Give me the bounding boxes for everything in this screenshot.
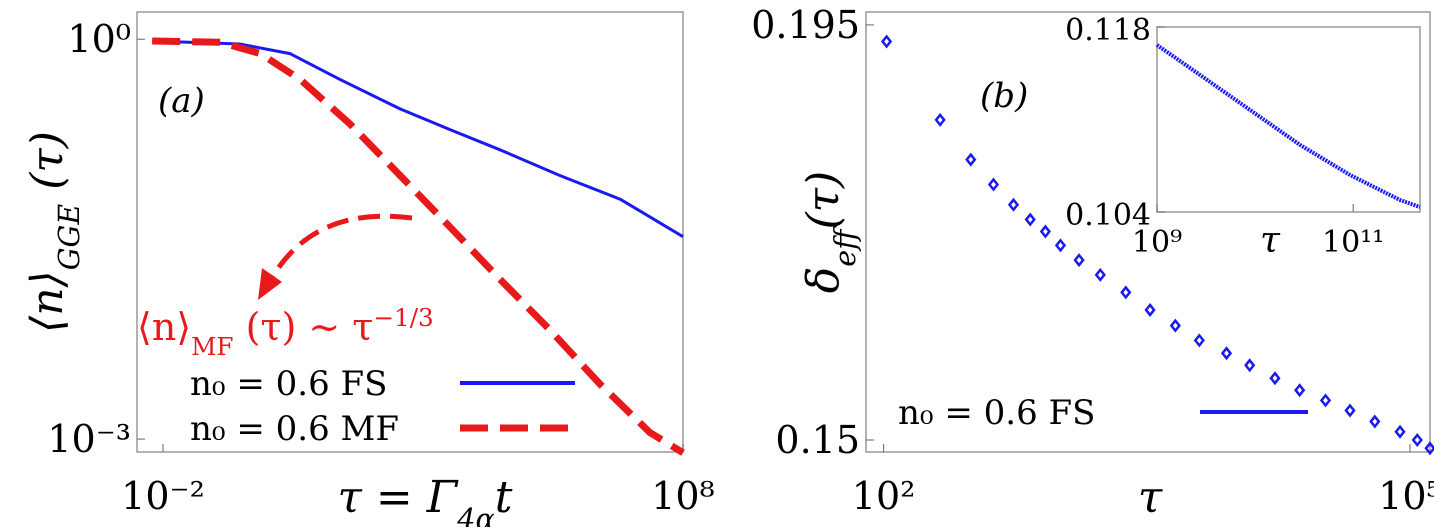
data-point [1054,238,1067,253]
label-part: (τ) [798,171,849,230]
label-part: ⟨n⟩ [137,305,191,349]
data-point [1411,433,1423,448]
data-point [1073,253,1085,268]
label-part: τ [1260,220,1281,261]
data-point [1269,371,1281,386]
label-part: eff [828,225,862,267]
data-point [880,34,893,49]
series-line [152,37,685,456]
x-axis-label: τ [1260,220,1281,261]
label-part: t [495,472,513,523]
arrow-annotation [258,213,413,300]
series-line [152,39,684,238]
data-point [1394,424,1406,439]
y-tick-label: 10⁰ [67,17,131,61]
data-point [1424,441,1434,456]
data-point [1319,393,1332,408]
label-part: ⟨n⟩ [22,270,73,333]
panel-label: (b) [980,76,1028,116]
x-tick-label: 10⁵ [1378,474,1434,518]
x-tick-label: 10⁻² [121,474,205,518]
data-point [1244,358,1256,373]
data-point [987,177,1000,192]
plot-frame [1156,26,1421,213]
label-part: τ = Γ [338,472,459,523]
annotation: ⟨n⟩MF (τ) ∼ τ−1/3 [137,303,434,361]
legend-label: n₀ = 0.6 FS [898,393,1095,433]
label-part: 4α [456,502,495,527]
data-point [1193,333,1205,348]
label-part: −1/3 [373,303,433,332]
plot-frame [136,11,684,453]
data-point [1120,285,1132,300]
data-point [1039,224,1052,239]
x-tick-label: 10¹¹ [1322,225,1384,260]
x-tick-label: 10² [852,474,916,518]
y-tick-label: 0.15 [775,418,860,462]
label-part: τ [1138,472,1163,523]
arrow-curve [265,213,413,287]
label-part: GGE [52,204,86,271]
label-part: δ [798,267,849,294]
data-point [1369,414,1381,429]
data-point [1294,383,1306,398]
legend-label: n₀ = 0.6 FS [190,364,387,404]
legend-label: n₀ = 0.6 MF [190,409,399,449]
y-tick-label: 0.118 [1065,13,1151,48]
x-axis-label: τ = Γ4αt [338,472,513,527]
panel-label: (a) [158,81,205,121]
y-axis-label: δeff(τ) [798,171,862,293]
arrow-head [258,268,282,300]
y-tick-label: 0.195 [751,3,860,47]
x-tick-label: 10⁹ [1132,225,1182,260]
x-axis-label: τ [1138,472,1163,523]
data-point [965,152,977,167]
data-point [934,112,946,127]
label-part: MF [191,332,233,361]
data-point [1094,267,1106,282]
data-point [1344,403,1356,418]
label-part: (τ) [22,131,73,204]
label-part: (τ) ∼ τ [234,305,374,349]
y-tick-label: 0.104 [1065,198,1151,233]
data-point [1007,197,1020,212]
y-axis-label: ⟨n⟩GGE (τ) [22,131,86,333]
data-point [1169,318,1181,333]
inset-background [1157,27,1420,212]
y-tick-label: 10⁻³ [47,417,131,461]
data-point [1024,212,1036,227]
x-tick-label: 10⁸ [651,474,715,518]
plot-frame [865,11,1431,453]
series-line [1155,43,1421,209]
data-point [1144,302,1156,317]
data-point [1220,346,1233,361]
